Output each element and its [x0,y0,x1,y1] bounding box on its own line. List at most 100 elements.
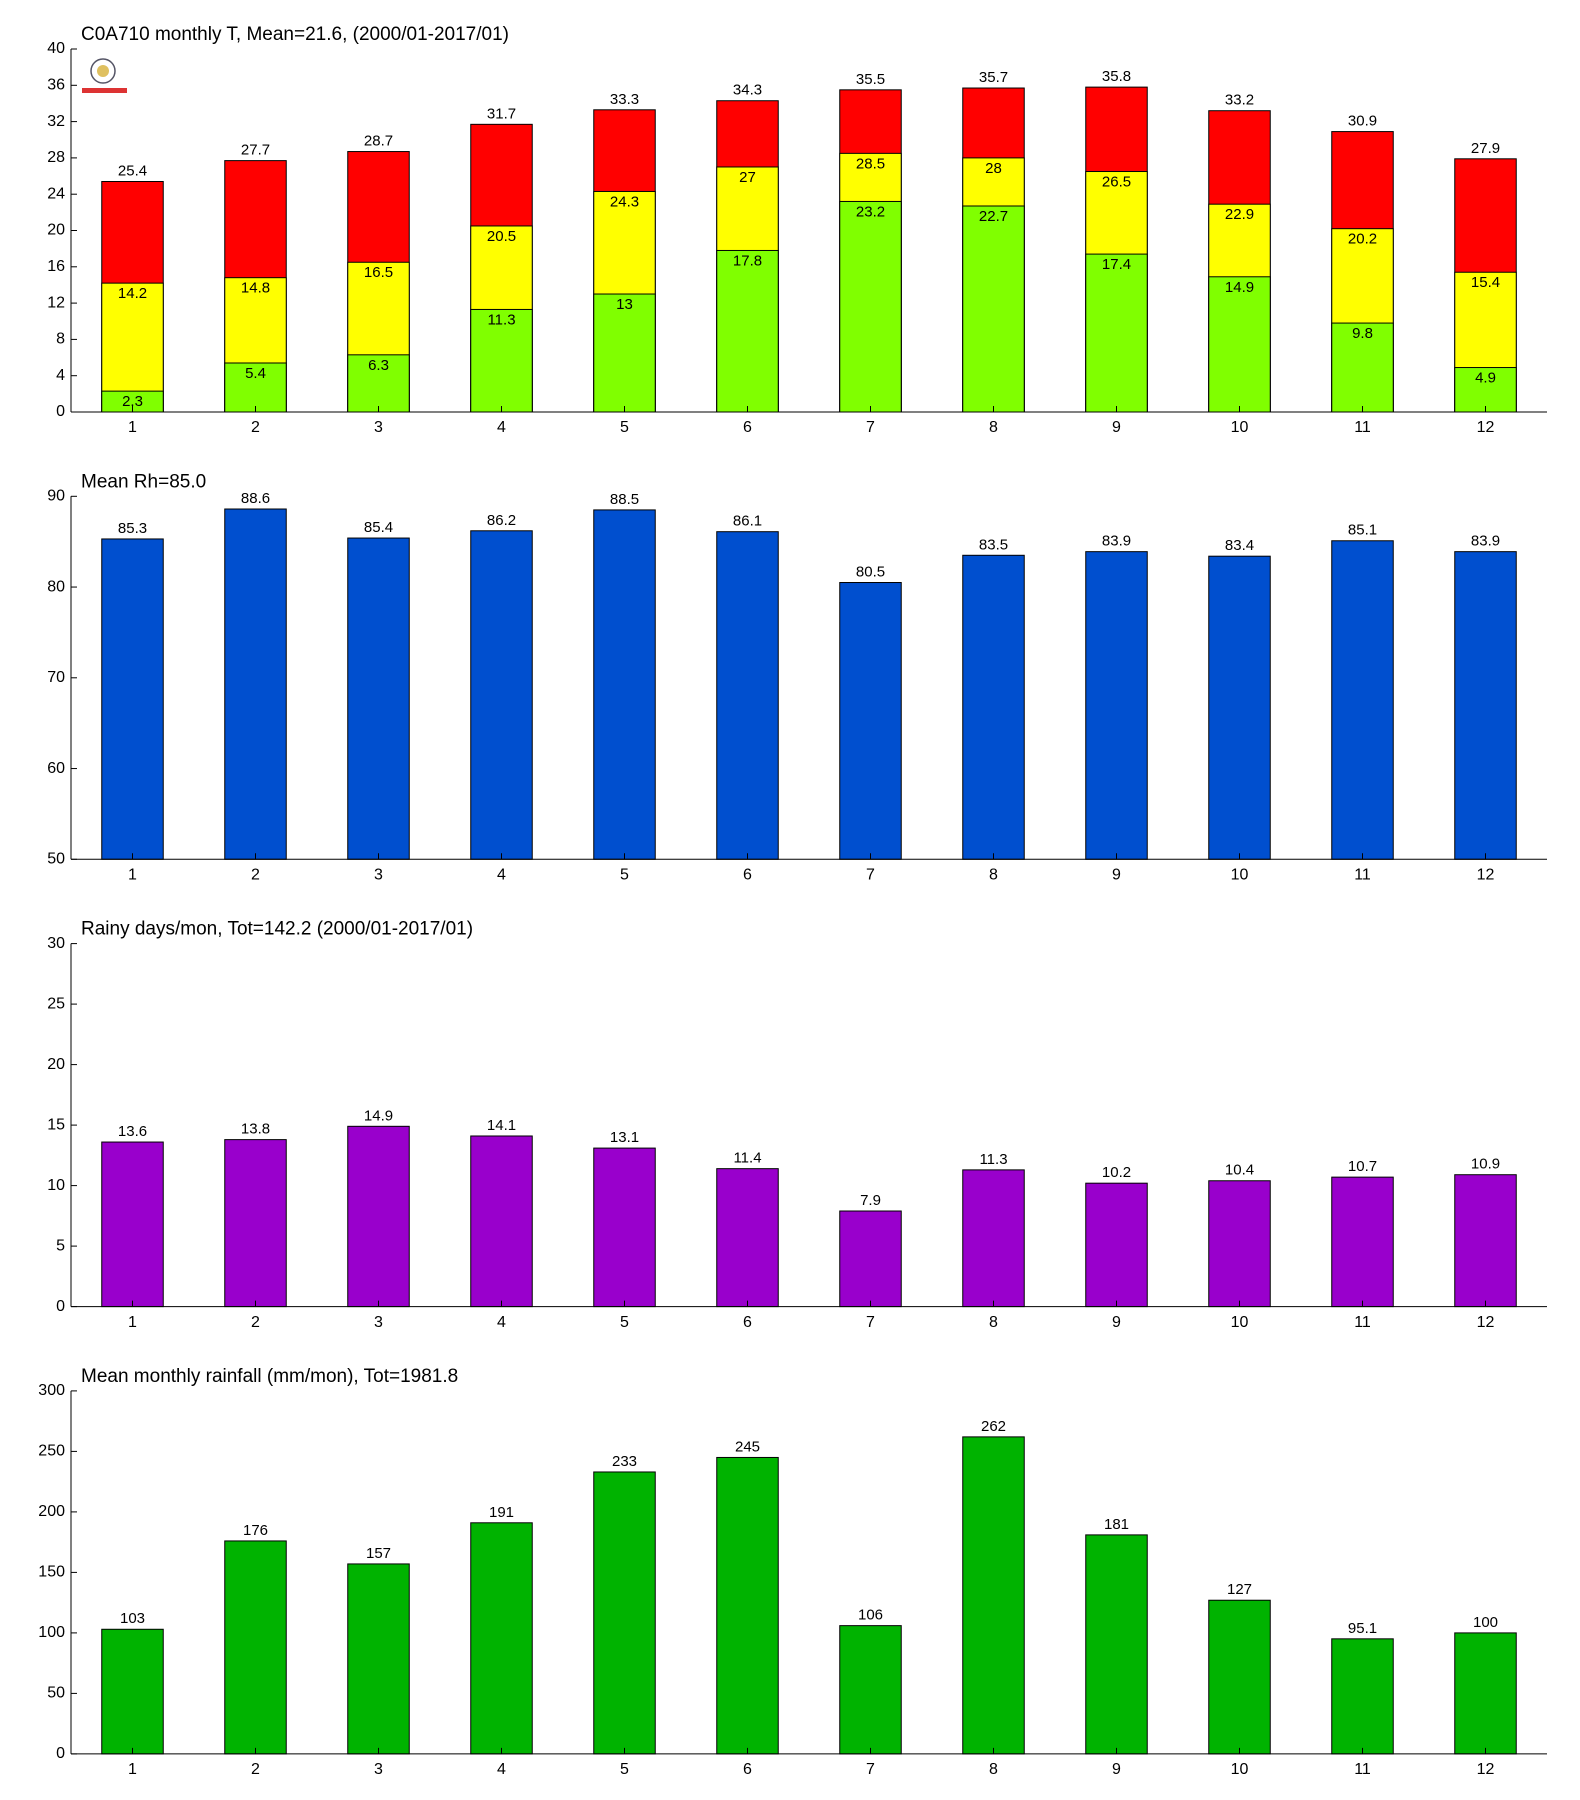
value-label: 5.4 [245,365,266,382]
y-tick-label: 28 [47,149,65,166]
x-tick-label: 6 [743,1314,752,1331]
y-tick-label: 32 [47,113,65,130]
y-tick-label: 10 [47,1177,65,1194]
y-tick-label: 200 [38,1503,65,1520]
x-tick-label: 12 [1477,1314,1495,1331]
x-tick-label: 4 [497,419,506,436]
value-label: 11.3 [487,311,515,328]
value-label: 13.6 [118,1123,147,1140]
bar [716,1168,779,1308]
x-tick-label: 6 [743,419,752,436]
value-label: 83.4 [1225,537,1254,554]
x-tick-label: 11 [1354,419,1371,436]
value-label: 14.1 [487,1117,516,1134]
value-label: 28 [985,160,1002,177]
value-label: 233 [612,1453,637,1470]
value-label: 14.8 [241,280,270,297]
y-tick-label: 0 [56,1298,65,1315]
value-label: 88.6 [241,490,270,507]
bar [962,1436,1025,1755]
bar [716,1456,779,1755]
value-label: 28.5 [856,155,885,172]
value-label: 14.2 [118,285,147,302]
y-tick-label: 150 [38,1564,65,1581]
bar [1331,540,1394,860]
value-label: 14.9 [1225,279,1254,296]
value-label: 34.3 [733,82,762,99]
value-label: 7.9 [860,1192,881,1209]
bar [593,1471,656,1755]
x-tick-label: 11 [1354,1761,1371,1778]
x-tick-label: 12 [1477,419,1495,436]
x-tick-label: 10 [1231,1314,1249,1331]
bar [1085,1534,1148,1755]
x-tick-label: 2 [251,419,260,436]
bar [101,1628,164,1755]
x-tick-label: 1 [128,867,137,884]
chart-title: Rainy days/mon, Tot=142.2 (2000/01-2017/… [81,919,473,940]
bar [1454,1632,1517,1755]
bar [1331,1176,1394,1308]
x-tick-label: 9 [1112,1761,1121,1778]
bar [101,1141,164,1308]
x-tick-label: 9 [1112,867,1121,884]
x-tick-label: 3 [374,1314,383,1331]
value-label: 17.8 [733,252,762,269]
bar [1454,1174,1517,1308]
x-tick-label: 7 [866,867,875,884]
bar [1208,555,1271,860]
value-label: 35.8 [1102,68,1131,85]
bar [224,1540,287,1755]
y-tick-label: 20 [47,1056,65,1073]
bar [347,1125,410,1308]
x-tick-label: 7 [866,1761,875,1778]
x-tick-label: 12 [1477,867,1495,884]
value-label: 191 [489,1504,514,1521]
value-label: 27.7 [241,142,270,159]
value-label: 35.5 [856,71,885,88]
y-tick-label: 30 [47,935,65,952]
x-tick-label: 3 [374,867,383,884]
bar [839,582,902,860]
bar [101,538,164,860]
value-label: 20.2 [1348,231,1377,248]
value-label: 176 [243,1522,268,1539]
bar [593,509,656,860]
y-tick-label: 300 [38,1382,65,1399]
x-tick-label: 10 [1231,1761,1249,1778]
value-label: 28.7 [364,133,393,150]
bar [962,554,1025,860]
x-tick-label: 6 [743,867,752,884]
bar [962,205,1025,413]
x-tick-label: 4 [497,1314,506,1331]
bar [1331,322,1394,413]
x-tick-label: 3 [374,419,383,436]
value-label: 157 [366,1545,391,1562]
chart-title: C0A710 monthly T, Mean=21.6, (2000/01-20… [81,24,509,45]
x-tick-label: 8 [989,867,998,884]
y-tick-label: 24 [47,185,65,202]
value-label: 2.3 [122,393,143,410]
value-label: 16.5 [364,264,393,281]
bar [593,1147,656,1308]
y-tick-label: 20 [47,222,65,239]
value-label: 100 [1473,1614,1498,1631]
x-tick-label: 8 [989,1314,998,1331]
value-label: 4.9 [1475,370,1496,387]
value-label: 86.1 [733,513,762,530]
value-label: 9.8 [1352,325,1373,342]
bar [1085,253,1148,413]
value-label: 106 [858,1607,883,1624]
x-tick-label: 10 [1231,419,1249,436]
bar [347,354,410,413]
value-label: 11.4 [733,1150,761,1167]
y-tick-label: 36 [47,77,65,94]
bar [1085,551,1148,860]
x-tick-label: 3 [374,1761,383,1778]
bar [347,537,410,860]
x-tick-label: 1 [128,1761,137,1778]
value-label: 10.7 [1348,1158,1377,1175]
y-tick-label: 50 [47,851,65,868]
y-tick-label: 50 [47,1685,65,1702]
